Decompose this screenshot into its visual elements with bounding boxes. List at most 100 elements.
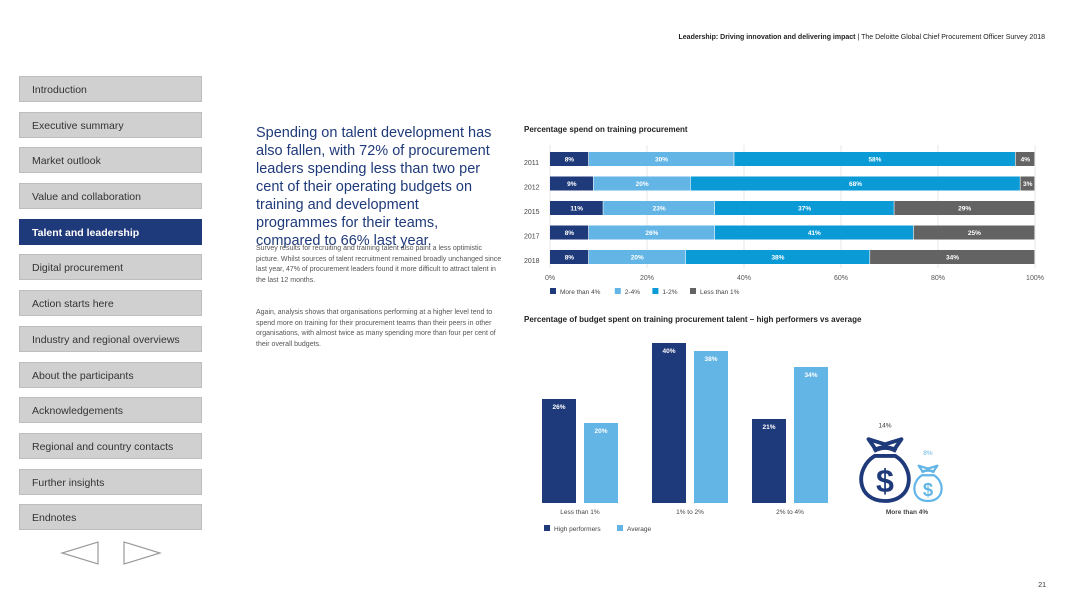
data-label: 26% [552,404,565,411]
data-label: 26% [645,230,658,237]
bar-segment [894,201,1035,215]
data-label: 68% [849,181,862,188]
nav-item-acknowledgements[interactable]: Acknowledgements [19,397,202,424]
nav-item-about-participants[interactable]: About the participants [19,361,202,388]
nav-item-value-and-collaboration[interactable]: Value and collaboration [19,183,202,210]
money-bag-icon: $ [859,437,911,503]
nav-item-talent-and-leadership[interactable]: Talent and leadership [19,218,202,245]
data-label: 8% [565,255,575,262]
bar-segment [603,201,715,215]
data-label: 11% [570,206,583,213]
data-label: 40% [662,348,675,355]
x-tick-label: 0% [545,275,555,282]
previous-page-icon[interactable] [60,540,100,566]
header-subtitle: The Deloitte Global Chief Procurement Of… [861,34,1045,41]
y-tick-label: 2011 [524,160,539,167]
legend-swatch [690,288,696,294]
nav-item-industry-overviews[interactable]: Industry and regional overviews [19,325,202,352]
bar-segment [588,152,734,166]
data-label: 14% [878,423,891,430]
bar-segment [714,201,894,215]
data-label: 29% [958,206,971,213]
x-tick-label: 20% [640,275,654,282]
x-tick-label: 2% to 4% [776,509,804,516]
data-label: 34% [804,372,817,379]
x-tick-label: 100% [1026,275,1044,282]
legend-swatch [652,288,659,294]
x-tick-label: 1% to 2% [676,509,704,516]
legend-label: 1-2% [662,289,677,296]
x-tick-label: Less than 1% [560,509,600,516]
svg-text:$: $ [876,463,894,499]
data-label: 8% [565,230,575,237]
legend-swatch [550,288,556,294]
bar [542,399,576,503]
nav-item-executive-summary[interactable]: Executive summary [19,111,202,138]
x-tick-label: 60% [834,275,848,282]
body-paragraph-2: Again, analysis shows that organisations… [256,309,496,349]
nav-item-introduction[interactable]: Introduction [19,76,202,102]
bar-segment [870,250,1035,264]
legend-label: Average [627,526,651,533]
chart2-title: Percentage of budget spent on training p… [524,315,862,324]
legend-swatch [617,525,623,531]
data-label: 8% [565,157,575,164]
bar-segment [913,225,1035,240]
lead-paragraph: Spending on talent development has also … [256,125,492,249]
data-label: 37% [798,206,811,213]
data-label: 41% [808,230,821,237]
bar-segment [593,176,691,191]
bar-segment [588,225,715,240]
legend-swatch [544,525,550,531]
x-tick-label: More than 4% [886,509,928,516]
bar-segment [550,176,594,191]
next-page-icon[interactable] [122,540,163,566]
data-label: 30% [655,157,668,164]
page-number: 21 [1038,582,1046,589]
bar-segment [550,225,589,240]
nav-item-regional-contacts[interactable]: Regional and country contacts [19,432,202,459]
bar [752,419,786,503]
bar-segment [550,152,589,166]
bar-segment [550,201,603,215]
bar-segment [685,250,870,264]
data-label: 58% [868,157,881,164]
page-navigation [60,540,170,566]
data-label: 38% [771,255,784,262]
data-label: 8% [923,450,933,457]
grouped-bar-chart: 26% 20% Less than 1% 40% 38% 1% to 2% 21% 34% 2%… [542,343,943,533]
legend-label: More than 4% [560,289,601,296]
x-tick-label: 40% [737,275,751,282]
legend-label: Less than 1% [700,289,740,296]
data-label: 25% [968,230,981,237]
nav-item-market-outlook[interactable]: Market outlook [19,147,202,174]
body-paragraph-1: Survey results for recruiting and traini… [256,245,502,285]
y-tick-label: 2012 [524,185,540,192]
header-separator: | [855,34,862,41]
bar-segment [690,176,1020,191]
nav-item-endnotes[interactable]: Endnotes [19,504,202,531]
data-label: 9% [567,181,577,188]
bar [652,343,686,503]
nav-item-action-starts-here[interactable]: Action starts here [19,290,202,317]
data-label: 20% [636,181,649,188]
bar-segment [1015,152,1035,166]
data-label: 34% [946,255,959,262]
y-tick-label: 2018 [524,258,540,265]
bar-segment [588,250,686,264]
nav-item-further-insights[interactable]: Further insights [19,468,202,495]
bar-segment [1020,176,1035,191]
stacked-bar-chart: 0% 20% 40% 60% 80% 100% 2011 8% 30% 58% 4% 2012 9% 20… [524,145,1044,296]
data-label: 20% [631,255,644,262]
data-label: 23% [653,206,666,213]
y-tick-label: 2015 [524,209,540,216]
money-bag-small-icon: $ [913,464,943,503]
data-label: 4% [1021,157,1031,164]
page-header: Leadership: Driving innovation and deliv… [679,34,1045,41]
bar-segment [550,250,589,264]
sidebar-nav: Introduction Executive summary Market ou… [19,76,202,540]
data-label: 21% [762,424,775,431]
bar [794,367,828,503]
nav-item-digital-procurement[interactable]: Digital procurement [19,254,202,281]
y-tick-label: 2017 [524,234,540,241]
